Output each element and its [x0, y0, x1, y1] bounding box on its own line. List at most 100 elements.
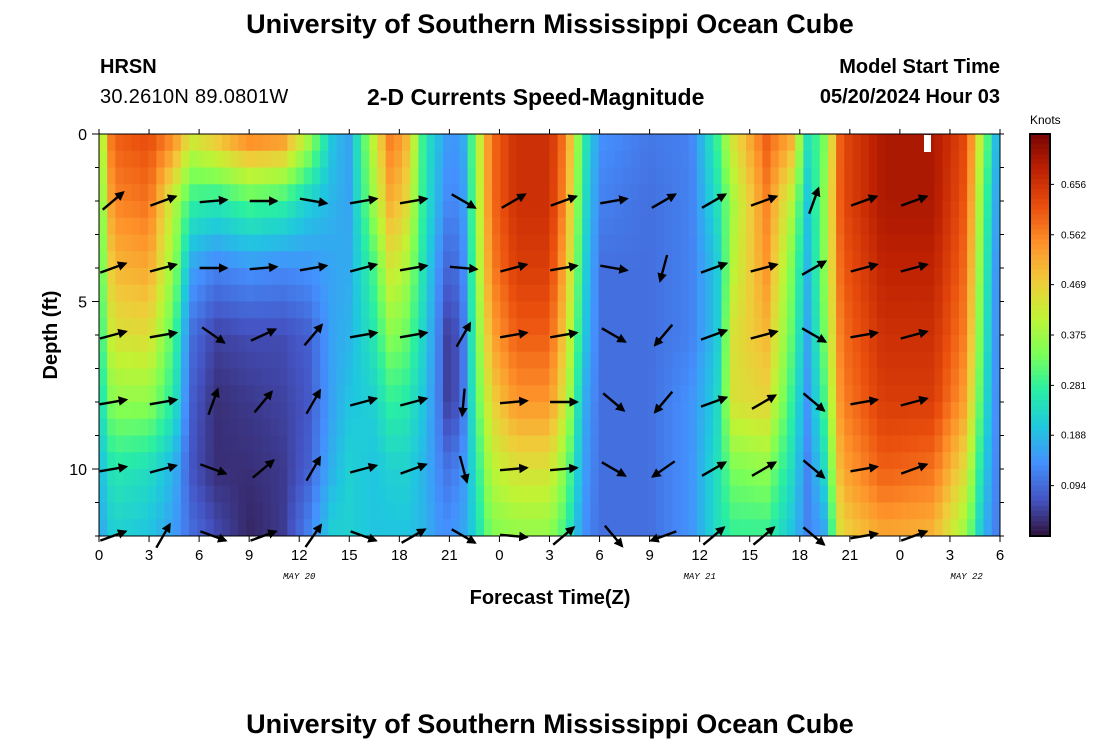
heatmap-cell [934, 452, 944, 470]
heatmap-cell [410, 234, 420, 252]
heatmap-cell [967, 268, 976, 286]
heatmap-cell [500, 201, 510, 219]
heatmap-cell [483, 318, 493, 336]
heatmap-cell [754, 284, 763, 303]
heatmap-cell [180, 335, 190, 353]
heatmap-cell [565, 418, 575, 437]
heatmap-cell [844, 167, 854, 185]
heatmap-cell [582, 519, 591, 536]
heatmap-cell [172, 134, 182, 152]
heatmap-cell [795, 435, 804, 453]
heatmap-cell [590, 335, 600, 353]
heatmap-cell [696, 217, 706, 236]
heatmap-cell [713, 418, 723, 437]
heatmap-cell [623, 201, 632, 219]
speed-heatmap [99, 134, 1000, 536]
heatmap-cell [246, 301, 256, 319]
heatmap-cell [893, 234, 903, 252]
heatmap-cell [467, 184, 477, 202]
heatmap-cell [655, 134, 665, 152]
heatmap-cell [705, 150, 714, 169]
heatmap-cell [705, 201, 714, 219]
heatmap-cell [885, 519, 895, 536]
heatmap-cell [893, 301, 903, 319]
heatmap-cell [582, 351, 591, 370]
heatmap-cell [434, 284, 444, 303]
station-name: HRSN [100, 56, 157, 78]
heatmap-cell [230, 134, 239, 152]
heatmap-cell [508, 284, 518, 303]
colorbar-segment [1030, 485, 1050, 492]
heatmap-cell [295, 234, 305, 252]
heatmap-cell [958, 485, 968, 504]
heatmap-cell [795, 167, 804, 185]
heatmap-cell [574, 385, 583, 403]
heatmap-cell [541, 335, 551, 353]
heatmap-cell [836, 318, 845, 336]
heatmap-cell [467, 418, 477, 437]
colorbar-segment [1030, 159, 1050, 165]
heatmap-cell [197, 402, 207, 420]
heatmap-cell [451, 134, 460, 152]
heatmap-cell [369, 351, 379, 370]
heatmap-cell [107, 284, 116, 303]
heatmap-cell [230, 201, 239, 219]
heatmap-cell [713, 368, 723, 386]
heatmap-cell [967, 435, 976, 453]
heatmap-cell [311, 502, 321, 520]
heatmap-cell [729, 167, 739, 185]
heatmap-cell [107, 485, 116, 504]
heatmap-cell [262, 284, 272, 303]
heatmap-cell [336, 502, 346, 520]
heatmap-cell [942, 418, 952, 437]
heatmap-cell [958, 251, 968, 269]
heatmap-cell [475, 167, 485, 185]
heatmap-cell [254, 284, 264, 303]
heatmap-cell [877, 217, 886, 236]
heatmap-cell [574, 134, 583, 152]
heatmap-cell [811, 368, 821, 386]
heatmap-cell [287, 351, 297, 370]
heatmap-cell [148, 351, 157, 370]
heatmap-cell [262, 351, 272, 370]
heatmap-cell [885, 167, 895, 185]
colorbar-segment [1030, 355, 1050, 361]
heatmap-cell [639, 217, 649, 236]
heatmap-cell [770, 335, 780, 353]
heatmap-cell [901, 368, 911, 386]
current-arrow [549, 329, 579, 339]
heatmap-cell [197, 201, 207, 219]
current-arrow [657, 254, 669, 283]
current-arrow [700, 395, 729, 408]
heatmap-cell [983, 318, 993, 336]
heatmap-cell [369, 217, 379, 236]
heatmap-cell [189, 351, 198, 370]
heatmap-cell [983, 452, 993, 470]
heatmap-cell [631, 335, 641, 353]
heatmap-cell [172, 502, 182, 520]
heatmap-cell [164, 435, 174, 453]
heatmap-cell [205, 502, 215, 520]
heatmap-cell [238, 402, 248, 420]
chart-subtitle: 2-D Currents Speed-Magnitude [367, 84, 705, 110]
current-arrow [850, 261, 879, 273]
heatmap-cell [279, 335, 288, 353]
heatmap-cell [606, 519, 616, 536]
heatmap-cell [197, 184, 207, 202]
heatmap-cell [131, 234, 141, 252]
x-tick-label: 0 [896, 547, 904, 564]
heatmap-cell [459, 234, 469, 252]
heatmap-cell [270, 184, 280, 202]
heatmap-cell [696, 301, 706, 319]
heatmap-cell [950, 167, 960, 185]
heatmap-cell [270, 251, 280, 269]
heatmap-cell [541, 469, 551, 487]
heatmap-cell [983, 150, 993, 169]
heatmap-cell [680, 318, 690, 336]
heatmap-cell [672, 452, 682, 470]
current-arrow [299, 262, 329, 272]
heatmap-cell [746, 469, 755, 487]
heatmap-cell [795, 134, 804, 152]
heatmap-cell [737, 368, 747, 386]
heatmap-cell [516, 485, 526, 504]
